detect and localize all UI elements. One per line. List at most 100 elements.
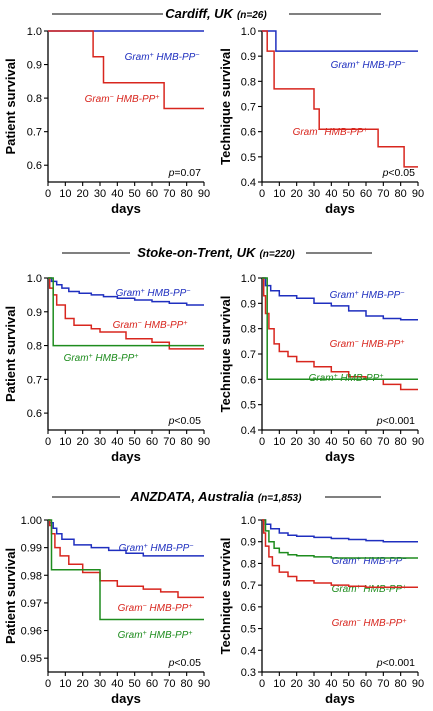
x-tick-label: 60 <box>146 436 158 448</box>
series-label-part: HMB-PP <box>361 618 403 629</box>
series-label-sup: + <box>357 584 361 591</box>
x-tick-label: 70 <box>163 436 175 448</box>
y-tick-label: 0.8 <box>241 558 256 570</box>
x-tick-label: 30 <box>94 678 106 690</box>
y-tick-label: 0.99 <box>21 543 42 555</box>
series-label-part: Gram <box>85 94 110 105</box>
x-tick-label: 20 <box>77 678 89 690</box>
y-tick-label: 0.7 <box>241 349 256 361</box>
x-tick-label: 90 <box>412 188 424 200</box>
p-value: p<0.001 <box>376 657 415 669</box>
y-tick-label: 0.8 <box>241 324 256 336</box>
series-line-red <box>48 519 204 599</box>
series-line-green <box>48 519 204 621</box>
series-line-blue <box>262 519 418 543</box>
x-tick-label: 20 <box>291 188 303 200</box>
y-tick-label: 0.6 <box>27 408 42 420</box>
series-line-blue <box>48 277 204 306</box>
y-axis-title: Patient survival <box>3 58 18 154</box>
x-tick-label: 50 <box>343 436 355 448</box>
y-axis-title: Technique survival <box>218 48 233 165</box>
x-axis-title: days <box>325 691 355 706</box>
series-label: Gram− HMB-PP+ <box>118 603 193 615</box>
series-line-green <box>262 277 418 381</box>
series-line-red <box>262 30 418 168</box>
x-tick-label: 40 <box>325 678 337 690</box>
y-tick-label: 1.0 <box>27 26 42 38</box>
series-label-sup: + <box>400 339 404 346</box>
p-value-symbol: p <box>382 167 389 179</box>
p-value: p<0.05 <box>382 167 416 179</box>
series-label: Gram+ HMB-PP− <box>330 290 405 302</box>
x-tick-label: 0 <box>259 436 265 448</box>
series-label-part: HMB-PP <box>142 320 184 331</box>
y-axis-title: Patient survival <box>3 306 18 402</box>
y-tick-label: 0.7 <box>27 374 42 386</box>
section-n-text: (n=1,853) <box>258 493 302 504</box>
series-label: Gram+ HMB-PP− <box>332 556 407 568</box>
series-label-part: Gram <box>118 603 143 614</box>
y-axis-title: Patient survival <box>3 548 18 644</box>
series-label-sup: + <box>357 556 361 563</box>
series-label-sup: + <box>334 373 338 380</box>
chart-panel-5: 0 10 20 30 40 50 60 70 80 90 0.95 0.96 0.97 0.98 0.99 1… <box>3 515 210 706</box>
chart-panel-2: 0 10 20 30 40 50 60 70 80 90 0.4 0.5 0.6 0.7 0.8 0.9 1.0… <box>218 26 424 216</box>
series-label-part: Gram <box>332 618 357 629</box>
x-tick-label: 40 <box>111 188 123 200</box>
series-label-part: Gram <box>332 556 357 567</box>
y-tick-label: 0.8 <box>241 76 256 88</box>
series-label-part: HMB-PP <box>147 603 189 614</box>
p-value: p<0.001 <box>376 415 415 427</box>
x-axis-title: days <box>325 449 355 464</box>
p-value-symbol: p <box>168 657 175 669</box>
section-title: ANZDATA, Australia (n=1,853) <box>130 489 303 504</box>
y-tick-label: 0.4 <box>241 645 256 657</box>
series-label-part: Gram <box>309 373 334 384</box>
y-tick-label: 0.9 <box>241 51 256 63</box>
series-label-sup: + <box>134 353 138 360</box>
x-tick-label: 20 <box>291 678 303 690</box>
series-label-sup: + <box>150 52 154 59</box>
x-axis-title: days <box>325 201 355 216</box>
series-label-part: HMB-PP <box>93 353 135 364</box>
series-label-sup: − <box>143 603 147 610</box>
series-label: Gram+ HMB-PP− <box>331 60 406 72</box>
chart-panel-6: 0 10 20 30 40 50 60 70 80 90 0.3 0.4 0.5 0.6 0.7 0.8 0.9… <box>218 515 424 706</box>
series-label-sup: − <box>138 320 142 327</box>
series-label: Gram+ HMB-PP+ <box>64 353 139 365</box>
series-label-sup: − <box>189 543 193 550</box>
x-tick-label: 20 <box>291 436 303 448</box>
x-tick-label: 90 <box>198 436 210 448</box>
x-tick-label: 40 <box>325 436 337 448</box>
x-tick-label: 30 <box>94 436 106 448</box>
series-label-part: Gram <box>118 630 143 641</box>
x-tick-label: 60 <box>360 436 372 448</box>
y-tick-label: 0.5 <box>241 152 256 164</box>
x-tick-label: 60 <box>360 678 372 690</box>
y-tick-label: 0.6 <box>241 602 256 614</box>
x-tick-label: 40 <box>325 188 337 200</box>
y-tick-label: 0.7 <box>241 580 256 592</box>
p-value-number: <0.05 <box>174 657 201 669</box>
y-tick-label: 0.5 <box>241 624 256 636</box>
x-tick-label: 60 <box>146 678 158 690</box>
series-label-part: HMB-PP <box>322 127 364 138</box>
y-tick-label: 0.9 <box>27 307 42 319</box>
y-tick-label: 0.6 <box>27 160 42 172</box>
y-tick-label: 0.95 <box>21 653 42 665</box>
series-label-part: HMB-PP <box>145 288 187 299</box>
series-label-part: HMB-PP <box>147 630 189 641</box>
x-axis-title: days <box>111 449 141 464</box>
y-tick-label: 0.4 <box>241 177 256 189</box>
p-value-symbol: p <box>376 415 383 427</box>
x-tick-label: 60 <box>146 188 158 200</box>
series-line-blue <box>48 519 204 557</box>
x-tick-label: 90 <box>412 436 424 448</box>
series-label-sup: + <box>144 543 148 550</box>
y-tick-label: 0.8 <box>27 93 42 105</box>
series-label-sup: − <box>402 556 406 563</box>
p-value-symbol: p <box>168 415 175 427</box>
x-tick-label: 80 <box>181 436 193 448</box>
p-value-number: <0.001 <box>383 657 416 669</box>
x-tick-label: 70 <box>377 436 389 448</box>
